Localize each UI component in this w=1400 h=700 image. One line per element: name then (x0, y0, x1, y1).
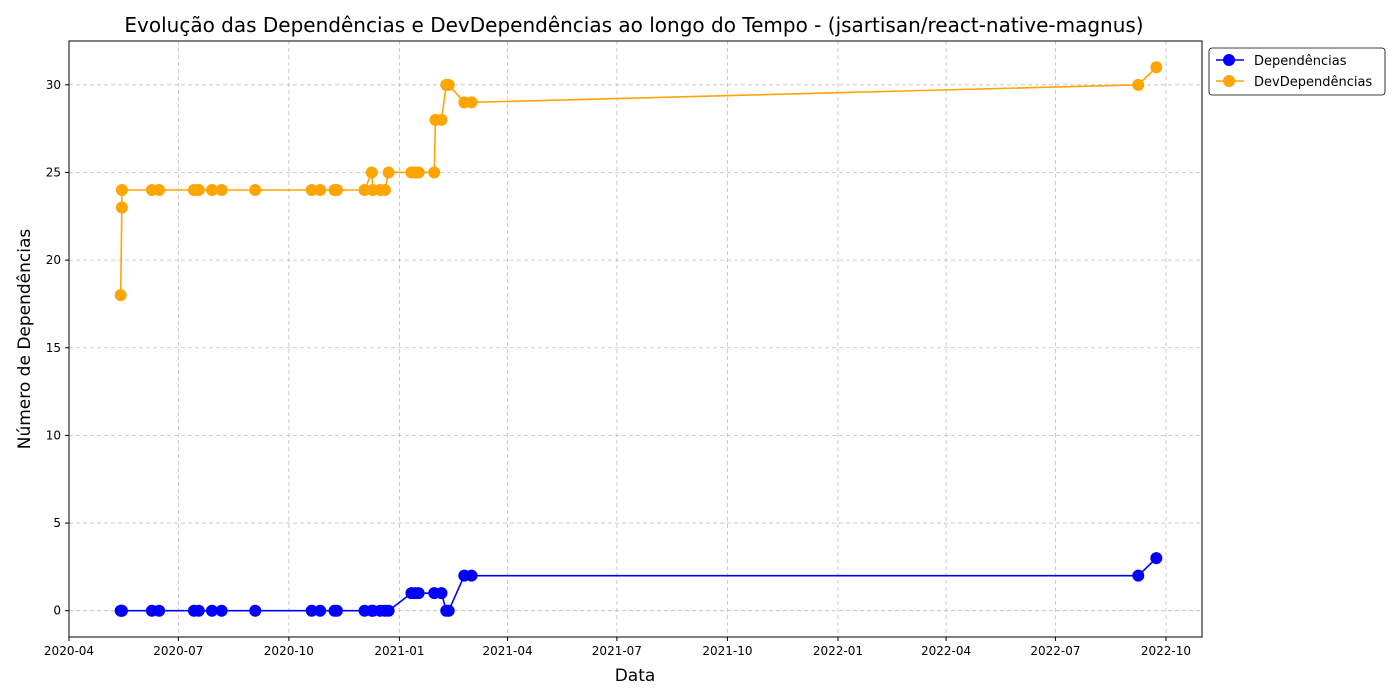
data-point (465, 96, 478, 109)
legend-items: Dependências DevDependências (1216, 54, 1372, 90)
data-point (115, 184, 128, 196)
grid (68, 41, 1202, 637)
x-axis-ticks: 2020-04 2020-07 2020-10 2021-01 2021-04 2021-… (44, 637, 1191, 658)
data-point (314, 184, 327, 196)
x-tick-label: 2022-10 (1141, 644, 1191, 658)
x-tick-label: 2021-10 (702, 644, 752, 658)
x-tick-label: 2021-01 (374, 644, 424, 658)
data-point (1150, 552, 1163, 565)
data-point (115, 201, 128, 214)
data-point (378, 184, 391, 196)
data-point (442, 78, 455, 91)
data-point (1150, 61, 1163, 74)
y-tick-label: 5 (53, 516, 61, 530)
data-point (249, 184, 262, 196)
x-tick-label: 2022-01 (813, 644, 863, 658)
data-point (1132, 569, 1145, 582)
legend-box (1208, 47, 1386, 96)
data-point (153, 184, 166, 196)
x-tick-label: 2021-04 (482, 644, 532, 658)
series-layer (114, 61, 1163, 617)
y-tick-label: 0 (53, 604, 61, 618)
y-tick-label: 25 (46, 165, 61, 179)
data-point (115, 604, 128, 617)
series-line (119, 66, 1157, 296)
legend-marker (1223, 75, 1235, 87)
data-point (330, 184, 343, 196)
data-point (215, 184, 228, 196)
data-point (205, 604, 218, 617)
data-point (314, 604, 327, 617)
data-point (358, 184, 371, 196)
y-axis-title: Número de Dependências (15, 229, 35, 450)
x-tick-label: 2021-07 (592, 644, 642, 658)
data-point (365, 166, 378, 179)
data-point (192, 604, 205, 617)
data-point (305, 604, 318, 617)
plot-frame (68, 40, 1203, 638)
data-point (205, 184, 218, 196)
data-point (192, 184, 205, 196)
data-point (1132, 78, 1145, 91)
data-point (382, 604, 395, 617)
legend: Dependências DevDependências (1208, 47, 1386, 96)
x-tick-label: 2020-07 (153, 644, 203, 658)
data-point (465, 569, 478, 582)
x-tick-label: 2022-04 (921, 644, 971, 658)
data-point (412, 587, 425, 600)
legend-label: DevDependências (1254, 75, 1372, 90)
y-tick-label: 10 (46, 428, 61, 442)
x-tick-label: 2020-04 (44, 644, 94, 658)
data-point (305, 184, 318, 196)
y-axis-ticks: 0 5 10 15 20 25 30 (46, 78, 69, 618)
data-point (412, 166, 425, 179)
series-dependencias (114, 552, 1163, 617)
y-tick-label: 30 (46, 78, 61, 92)
data-point (435, 587, 448, 600)
data-point (435, 113, 448, 126)
x-axis-title: Data (615, 666, 656, 686)
data-point (330, 604, 343, 617)
data-point (153, 604, 166, 617)
data-point (442, 604, 455, 617)
data-point (428, 166, 441, 179)
legend-label: Dependências (1254, 54, 1347, 69)
series-devdependencias (114, 61, 1163, 302)
x-tick-label: 2020-10 (264, 644, 314, 658)
chart-title: Evolução das Dependências e DevDependênc… (124, 13, 1143, 37)
series-line (120, 557, 1157, 612)
y-tick-label: 20 (46, 253, 61, 267)
data-point (215, 604, 228, 617)
data-point (249, 604, 262, 617)
y-tick-label: 15 (46, 341, 61, 355)
x-tick-label: 2022-07 (1030, 644, 1080, 658)
data-point (114, 289, 127, 302)
legend-marker (1223, 54, 1235, 66)
data-point (382, 166, 395, 179)
